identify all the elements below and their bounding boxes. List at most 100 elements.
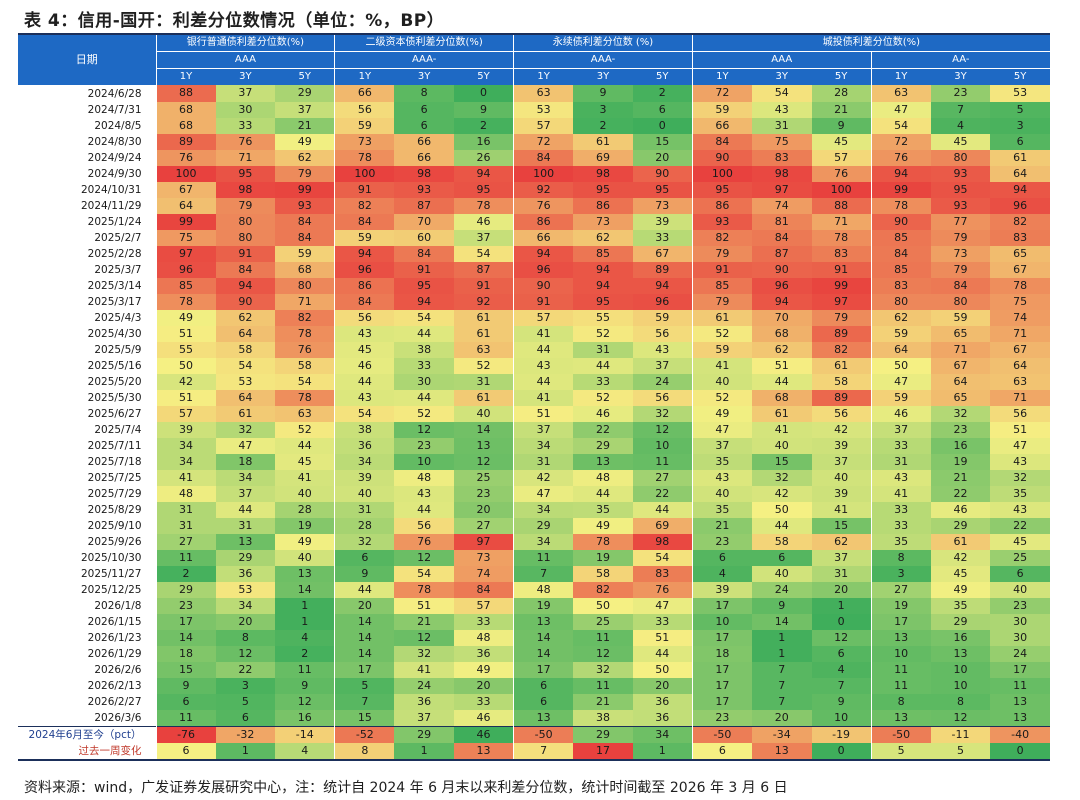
percentile-cell: 79 bbox=[215, 197, 276, 214]
percentile-cell: 61 bbox=[811, 357, 872, 374]
percentile-cell: 51 bbox=[751, 357, 812, 374]
percentile-cell: 4 bbox=[275, 629, 335, 646]
tenor-header: 1Y bbox=[870, 68, 931, 85]
percentile-cell: 14 bbox=[334, 629, 395, 646]
percentile-cell: 68 bbox=[751, 389, 812, 406]
table-row: 2026/3/6 11 6 16 15 37 46 13 38 36 23 20 10 13 12 13 bbox=[18, 709, 1050, 726]
percentile-cell: 61 bbox=[453, 389, 514, 406]
percentile-cell: 1 bbox=[751, 629, 812, 646]
percentile-cell: 83 bbox=[632, 565, 693, 582]
percentile-cell: 44 bbox=[751, 373, 812, 390]
percentile-cell: 35 bbox=[870, 533, 931, 550]
row-date: 2025/3/14 bbox=[18, 277, 156, 294]
percentile-cell: 84 bbox=[691, 133, 752, 150]
percentile-cell: 29 bbox=[573, 437, 633, 454]
percentile-cell: 78 bbox=[275, 325, 335, 342]
percentile-cell: 78 bbox=[990, 277, 1050, 294]
percentile-cell: 78 bbox=[870, 197, 931, 214]
percentile-cell: 96 bbox=[990, 197, 1050, 214]
percentile-cell: 45 bbox=[930, 565, 991, 582]
percentile-cell: 9 bbox=[334, 565, 395, 582]
percentile-cell: 100 bbox=[513, 165, 574, 182]
table-header: 日期 银行普通债利差分位数(%) 二级资本债利差分位数(%) 永续债利差分位数 … bbox=[18, 35, 1050, 86]
percentile-cell: 66 bbox=[394, 149, 454, 166]
percentile-cell: 97 bbox=[453, 533, 514, 550]
percentile-cell: 54 bbox=[334, 405, 395, 422]
percentile-cell: 96 bbox=[513, 261, 574, 278]
percentile-cell: 70 bbox=[394, 213, 454, 230]
row-date: 2025/6/27 bbox=[18, 405, 156, 422]
percentile-cell: 19 bbox=[513, 597, 574, 614]
percentile-cell: 36 bbox=[394, 693, 454, 710]
percentile-cell: 61 bbox=[573, 133, 633, 150]
percentile-cell: 54 bbox=[751, 85, 812, 102]
percentile-cell: 54 bbox=[215, 357, 276, 374]
percentile-cell: 3 bbox=[573, 101, 633, 118]
percentile-cell: 96 bbox=[632, 293, 693, 310]
percentile-cell: 50 bbox=[632, 661, 693, 678]
percentile-cell: 44 bbox=[513, 341, 574, 358]
percentile-cell: 90 bbox=[215, 293, 276, 310]
percentile-cell: 75 bbox=[751, 133, 812, 150]
percentile-cell: 78 bbox=[275, 389, 335, 406]
percentile-cell: 63 bbox=[453, 341, 514, 358]
percentile-cell: 17 bbox=[691, 677, 752, 694]
percentile-cell: 13 bbox=[870, 629, 931, 646]
percentile-cell: 17 bbox=[691, 597, 752, 614]
percentile-cell: 6 bbox=[334, 549, 395, 566]
percentile-cell: 42 bbox=[811, 421, 872, 438]
percentile-cell: 6 bbox=[990, 565, 1050, 582]
percentile-cell: 39 bbox=[811, 437, 872, 454]
percentile-cell: 66 bbox=[334, 85, 395, 102]
percentile-cell: 58 bbox=[811, 373, 872, 390]
percentile-cell: 41 bbox=[275, 469, 335, 486]
table-row: 2025/2/28 97 91 59 94 84 54 94 85 67 79 87 83 84 73 65 bbox=[18, 245, 1050, 262]
percentile-cell: 76 bbox=[811, 165, 872, 182]
percentile-cell: 95 bbox=[930, 181, 991, 198]
summary-cell: -40 bbox=[990, 725, 1050, 743]
percentile-cell: 84 bbox=[453, 581, 514, 598]
percentile-cell: 44 bbox=[334, 373, 395, 390]
percentile-cell: 14 bbox=[334, 613, 395, 630]
percentile-cell: 46 bbox=[930, 501, 991, 518]
percentile-cell: 98 bbox=[215, 181, 276, 198]
percentile-cell: 32 bbox=[632, 405, 693, 422]
percentile-cell: 71 bbox=[275, 293, 335, 310]
summary-row-since-june-2024: 2024年6月至今（pct） -76 -32 -14 -52 29 46 -50 29 34 -50… bbox=[18, 725, 1050, 743]
percentile-cell: 52 bbox=[691, 325, 752, 342]
percentile-cell: 12 bbox=[811, 629, 872, 646]
percentile-cell: 82 bbox=[811, 341, 872, 358]
percentile-cell: 16 bbox=[930, 437, 991, 454]
percentile-cell: 17 bbox=[691, 661, 752, 678]
percentile-cell: 91 bbox=[691, 261, 752, 278]
percentile-cell: 44 bbox=[632, 645, 693, 662]
percentile-cell: 35 bbox=[691, 453, 752, 470]
percentile-cell: 18 bbox=[215, 453, 276, 470]
percentile-cell: 73 bbox=[930, 245, 991, 262]
percentile-cell: 86 bbox=[334, 277, 395, 294]
percentile-cell: 50 bbox=[870, 357, 931, 374]
percentile-cell: 17 bbox=[155, 613, 216, 630]
percentile-cell: 48 bbox=[513, 581, 574, 598]
percentile-cell: 44 bbox=[215, 501, 276, 518]
percentile-cell: 14 bbox=[513, 629, 574, 646]
percentile-cell: 25 bbox=[990, 549, 1050, 566]
percentile-cell: 6 bbox=[632, 101, 693, 118]
percentile-cell: 9 bbox=[155, 677, 216, 694]
percentile-cell: 2 bbox=[453, 117, 514, 134]
percentile-cell: 44 bbox=[513, 373, 574, 390]
percentile-cell: 38 bbox=[334, 421, 395, 438]
percentile-cell: 89 bbox=[811, 389, 872, 406]
row-date: 2025/5/16 bbox=[18, 357, 156, 374]
tenor-header: 1Y bbox=[691, 68, 752, 85]
percentile-cell: 99 bbox=[155, 213, 216, 230]
percentile-cell: 37 bbox=[275, 101, 335, 118]
percentile-cell: 56 bbox=[334, 309, 395, 326]
percentile-cell: 87 bbox=[751, 245, 812, 262]
table-row: 2025/5/30 51 64 78 43 44 61 41 52 56 52 68 89 59 65 71 bbox=[18, 389, 1050, 406]
percentile-cell: 37 bbox=[870, 421, 931, 438]
percentile-cell: 27 bbox=[870, 581, 931, 598]
table-row: 2025/12/25 29 53 14 44 78 84 48 82 76 39 24 20 27 49 40 bbox=[18, 581, 1050, 598]
percentile-cell: 89 bbox=[632, 261, 693, 278]
percentile-cell: 30 bbox=[215, 101, 276, 118]
